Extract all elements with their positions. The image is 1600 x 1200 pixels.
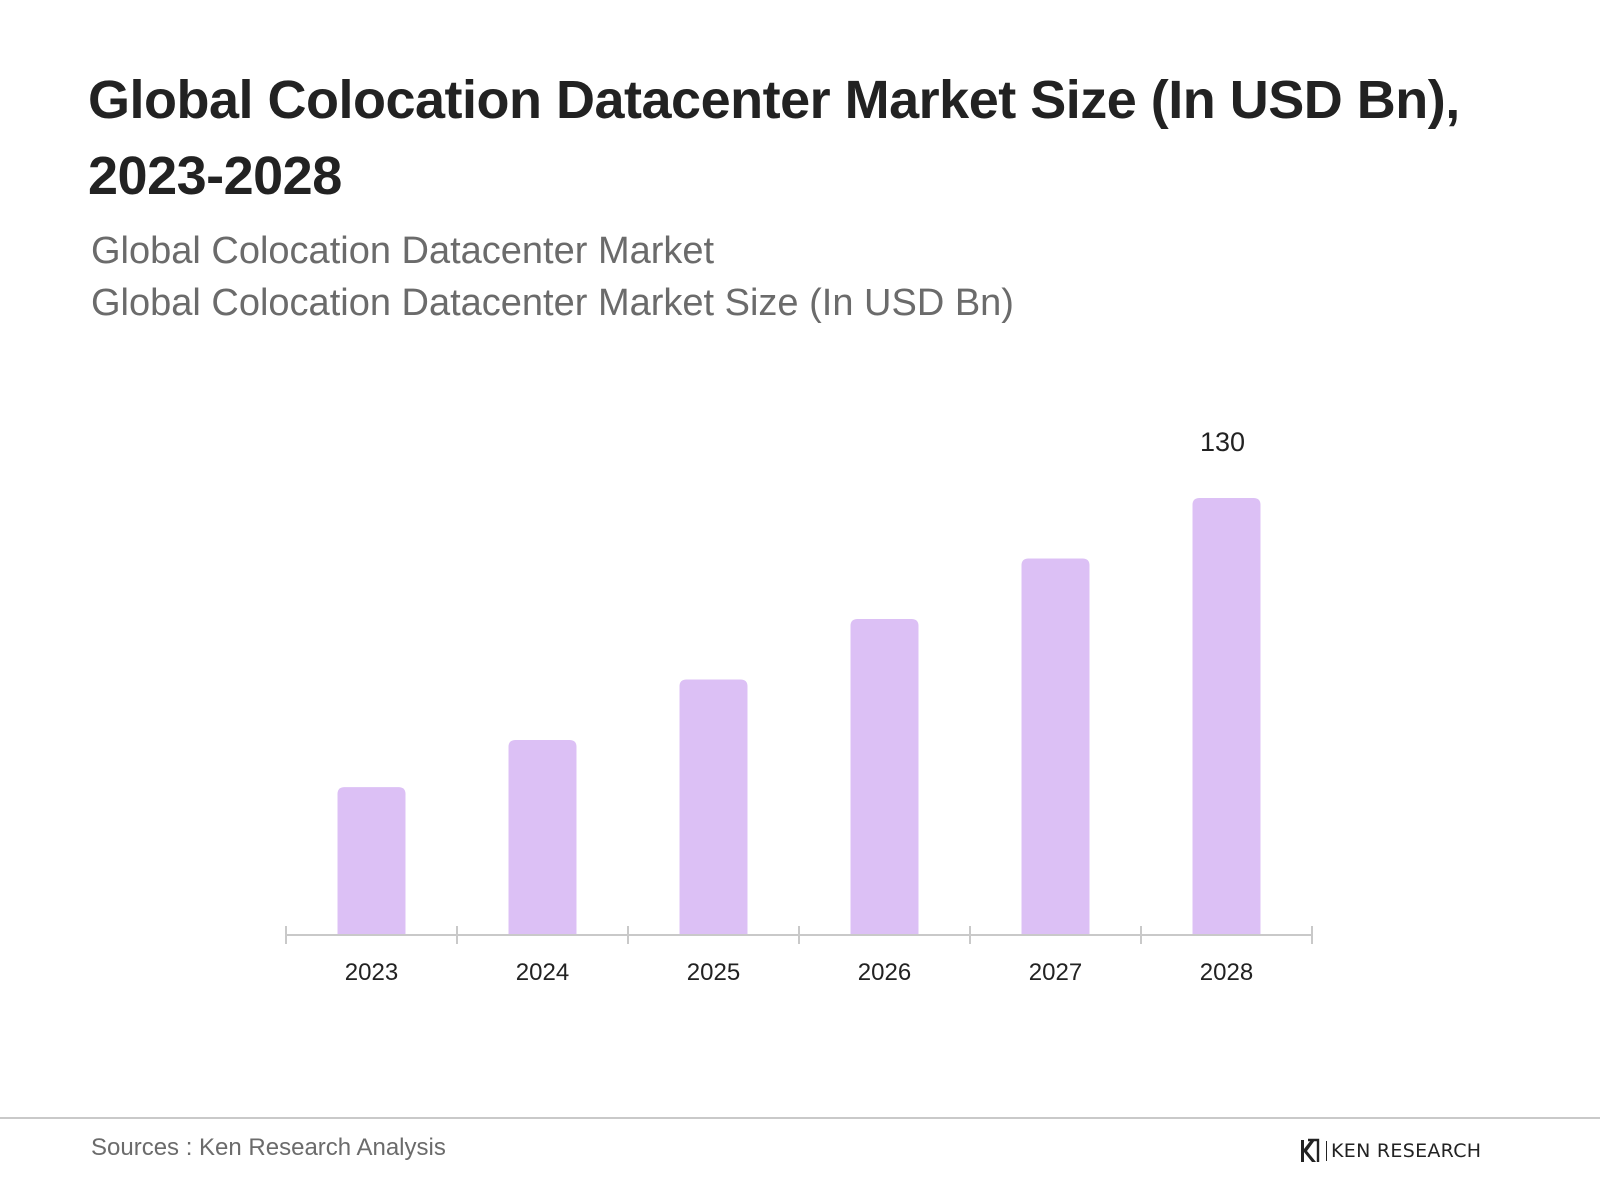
- brand-name: KEN RESEARCH: [1331, 1140, 1482, 1162]
- x-tick-label-2024: 2024: [516, 959, 569, 986]
- bar-chart: 2023 2024 2025 2026 2027 2028 130: [285, 427, 1313, 986]
- ken-research-logo: KEN RESEARCH: [1298, 1136, 1481, 1166]
- x-tick-label-2023: 2023: [345, 959, 398, 986]
- bar-2023: [337, 787, 406, 935]
- footer-divider: [0, 1117, 1600, 1119]
- bar-2026: [850, 619, 919, 935]
- x-tick-label-2026: 2026: [858, 959, 911, 986]
- x-tick-label-2028: 2028: [1200, 959, 1253, 986]
- x-tick-label-2027: 2027: [1029, 959, 1082, 986]
- logo-separator: [1326, 1141, 1327, 1161]
- series-label: Global Colocation Datacenter Market Size…: [91, 282, 1014, 324]
- bar-2024: [508, 740, 577, 935]
- chart-title: Global Colocation Datacenter Market Size…: [88, 70, 1460, 206]
- data-label-2028: 130: [1200, 427, 1245, 457]
- chart-subtitle: Global Colocation Datacenter Market: [91, 230, 715, 272]
- bar-2027: [1021, 558, 1090, 935]
- x-tick-label-2025: 2025: [687, 959, 740, 986]
- bar-2025: [679, 679, 748, 935]
- ken-research-logo-icon: [1301, 1138, 1320, 1162]
- source-note: Sources : Ken Research Analysis: [91, 1134, 446, 1161]
- bar-2028: [1192, 498, 1261, 935]
